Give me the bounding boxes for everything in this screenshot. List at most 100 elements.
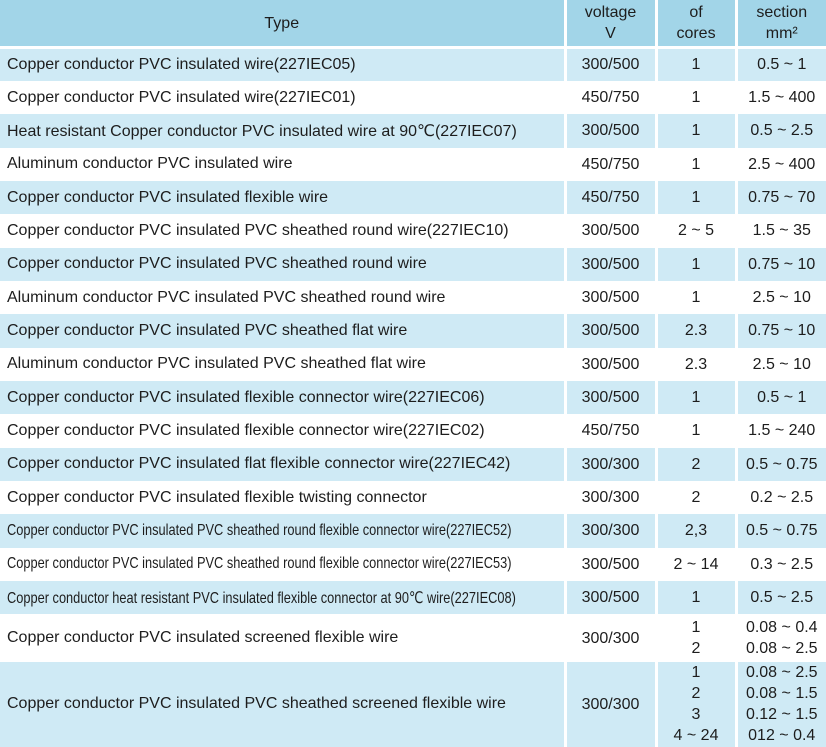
wire-type-label: Copper conductor PVC insulated flexible … <box>7 188 329 206</box>
table-row: Copper conductor PVC insulated PVC sheat… <box>0 314 826 348</box>
wire-type-cell: Copper conductor PVC insulated PVC sheat… <box>0 247 565 281</box>
table-row: Copper conductor PVC insulated flat flex… <box>0 447 826 481</box>
table-row: Copper conductor PVC insulated wire(227I… <box>0 47 826 81</box>
cores-cell: 1 <box>654 414 736 448</box>
voltage-cell: 450/750 <box>563 180 656 215</box>
wire-type-label: Copper conductor PVC insulated wire(227I… <box>7 55 356 73</box>
cores-cell: 1 <box>654 47 736 81</box>
cores-cell: 1 <box>654 147 736 181</box>
voltage-cell: 300/500 <box>563 247 656 281</box>
wire-type-cell: Copper conductor PVC insulated flat flex… <box>0 447 565 481</box>
cores-cell: 2.3 <box>654 347 736 381</box>
wire-type-label: Copper conductor PVC insulated PVC sheat… <box>7 521 512 539</box>
cores-cell: 2 <box>654 480 736 515</box>
table-row: Aluminum conductor PVC insulated PVC she… <box>0 347 826 381</box>
cores-cell: 1 <box>654 114 736 148</box>
voltage-cell: 300/500 <box>563 280 656 315</box>
wire-type-cell: Copper conductor PVC insulated wire(227I… <box>0 47 565 81</box>
cores-cell: 2 <box>654 447 736 481</box>
section-cell: 0.5 ~ 2.5 <box>734 114 826 148</box>
wire-type-label: Copper conductor heat resistant PVC insu… <box>7 589 516 607</box>
wire-type-label: Aluminum conductor PVC insulated PVC she… <box>7 288 446 306</box>
cores-cell: 1 <box>654 280 736 315</box>
section-cell: 0.3 ~ 2.5 <box>734 547 826 581</box>
wire-type-cell: Copper conductor PVC insulated PVC sheat… <box>0 661 565 747</box>
cores-cell: 1 <box>654 581 736 615</box>
column-header-voltage-line1: voltage <box>584 4 637 21</box>
wire-type-cell: Copper conductor PVC insulated PVC sheat… <box>0 314 565 348</box>
column-header-section-line1: section <box>756 4 808 21</box>
table-row: Copper conductor PVC insulated flexible … <box>0 414 826 448</box>
cores-cell: 1 <box>654 80 736 115</box>
wire-type-label: Copper conductor PVC insulated PVC sheat… <box>7 321 408 339</box>
table-row: Copper conductor PVC insulated PVC sheat… <box>0 514 826 548</box>
wire-type-label: Aluminum conductor PVC insulated wire <box>7 155 293 173</box>
table-row: Copper conductor PVC insulated PVC sheat… <box>0 661 826 747</box>
table-header: Type voltage V of cores section mm² <box>0 0 826 49</box>
wire-type-cell: Copper conductor PVC insulated flexible … <box>0 380 565 415</box>
column-header-voltage-line2: V <box>605 25 616 42</box>
voltage-cell: 300/500 <box>563 114 656 148</box>
wire-type-cell: Copper conductor heat resistant PVC insu… <box>0 581 565 615</box>
section-cell: 2.5 ~ 400 <box>734 147 826 181</box>
voltage-cell: 300/500 <box>563 380 656 415</box>
wire-type-label: Copper conductor PVC insulated PVC sheat… <box>7 555 512 573</box>
section-cell: 2.5 ~ 10 <box>734 347 826 381</box>
table-row: Aluminum conductor PVC insulated PVC she… <box>0 280 826 315</box>
column-header-voltage: voltage V <box>563 0 656 49</box>
section-cell: 0.5 ~ 0.75 <box>734 447 826 481</box>
section-cell: 0.08 ~ 0.4 0.08 ~ 2.5 <box>734 614 826 662</box>
column-header-type: Type <box>0 0 565 49</box>
voltage-cell: 300/300 <box>563 447 656 481</box>
section-cell: 0.5 ~ 2.5 <box>734 581 826 615</box>
section-cell: 0.5 ~ 0.75 <box>734 514 826 548</box>
section-cell: 0.75 ~ 10 <box>734 247 826 281</box>
cores-cell: 2 ~ 5 <box>654 214 736 248</box>
section-cell: 0.2 ~ 2.5 <box>734 480 826 515</box>
table-row: Copper conductor PVC insulated flexible … <box>0 380 826 415</box>
voltage-cell: 300/500 <box>563 314 656 348</box>
cores-cell: 1 <box>654 247 736 281</box>
section-cell: 0.08 ~ 2.5 0.08 ~ 1.5 0.12 ~ 1.5 012 ~ 0… <box>734 661 826 747</box>
voltage-cell: 300/500 <box>563 581 656 615</box>
cores-cell: 2.3 <box>654 314 736 348</box>
cores-cell: 2 ~ 14 <box>654 547 736 581</box>
wire-type-label: Copper conductor PVC insulated wire(227I… <box>7 88 356 106</box>
section-cell: 0.75 ~ 10 <box>734 314 826 348</box>
wire-type-cell: Copper conductor PVC insulated PVC sheat… <box>0 514 565 548</box>
section-cell: 0.5 ~ 1 <box>734 47 826 81</box>
wire-type-label: Copper conductor PVC insulated flat flex… <box>7 455 511 473</box>
section-cell: 1.5 ~ 400 <box>734 80 826 115</box>
table-row: Copper conductor PVC insulated flexible … <box>0 480 826 515</box>
column-header-type-label: Type <box>264 14 300 32</box>
table-row: Copper conductor PVC insulated PVC sheat… <box>0 214 826 248</box>
wire-type-label: Copper conductor PVC insulated PVC sheat… <box>7 255 427 273</box>
wire-type-cell: Heat resistant Copper conductor PVC insu… <box>0 114 565 148</box>
cores-cell: 2,3 <box>654 514 736 548</box>
wire-type-label: Heat resistant Copper conductor PVC insu… <box>7 122 517 140</box>
section-cell: 0.5 ~ 1 <box>734 380 826 415</box>
wire-type-cell: Copper conductor PVC insulated flexible … <box>0 480 565 515</box>
section-cell: 0.75 ~ 70 <box>734 180 826 215</box>
voltage-cell: 450/750 <box>563 80 656 115</box>
table-row: Aluminum conductor PVC insulated wire 45… <box>0 147 826 181</box>
voltage-cell: 450/750 <box>563 147 656 181</box>
wire-type-label: Copper conductor PVC insulated flexible … <box>7 488 427 506</box>
cores-cell: 1 2 3 4 ~ 24 <box>654 661 736 747</box>
voltage-cell: 300/300 <box>563 514 656 548</box>
column-header-cores: of cores <box>654 0 736 49</box>
voltage-cell: 300/300 <box>563 480 656 515</box>
voltage-cell: 300/500 <box>563 547 656 581</box>
wire-type-label: Copper conductor PVC insulated flexible … <box>7 421 485 439</box>
wire-type-label: Copper conductor PVC insulated PVC sheat… <box>7 221 509 239</box>
cores-cell: 1 2 <box>654 614 736 662</box>
wire-type-cell: Aluminum conductor PVC insulated wire <box>0 147 565 181</box>
column-header-section-line2: mm² <box>765 25 798 42</box>
table-row: Copper conductor heat resistant PVC insu… <box>0 581 826 615</box>
wire-type-label: Copper conductor PVC insulated PVC sheat… <box>7 695 506 713</box>
voltage-cell: 300/500 <box>563 214 656 248</box>
table-row: Copper conductor PVC insulated PVC sheat… <box>0 247 826 281</box>
wire-type-cell: Copper conductor PVC insulated wire(227I… <box>0 80 565 115</box>
wire-type-cell: Copper conductor PVC insulated screened … <box>0 614 565 662</box>
